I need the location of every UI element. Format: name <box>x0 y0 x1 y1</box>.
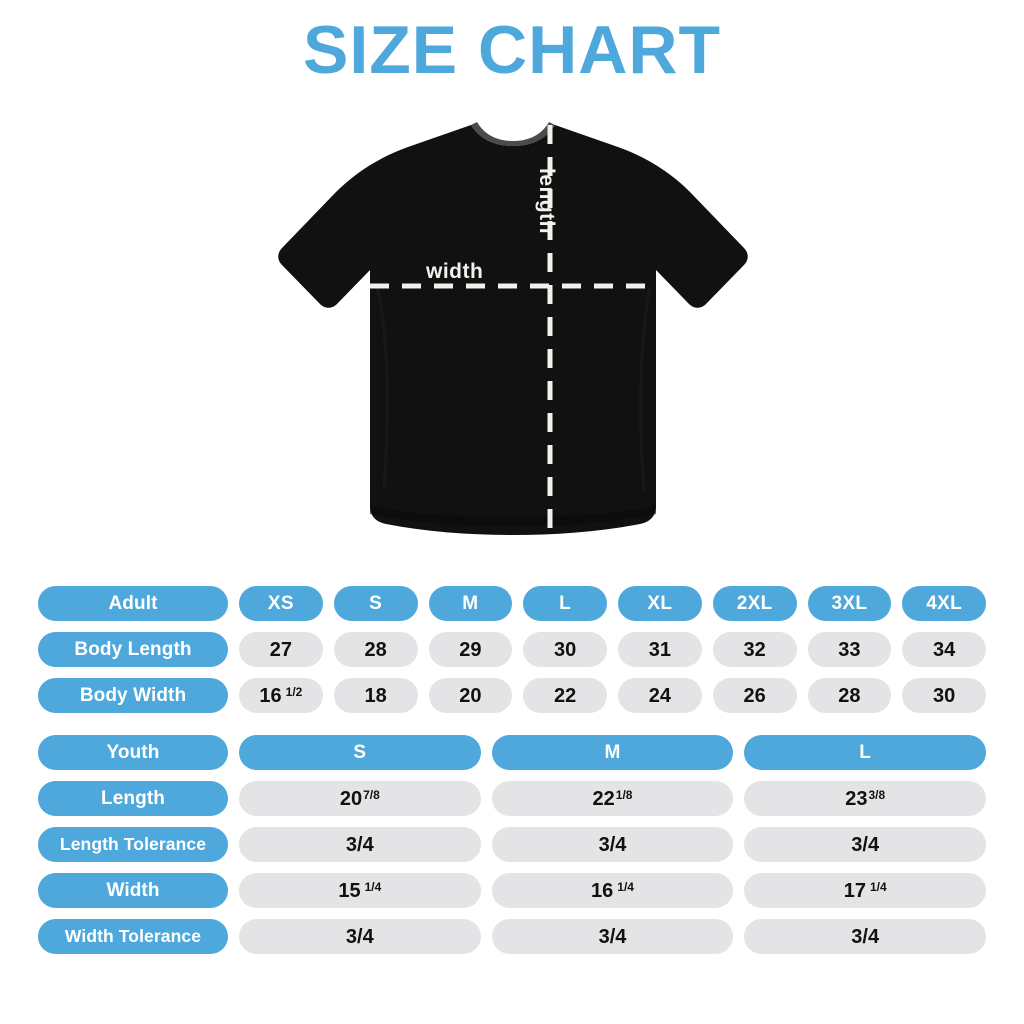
page-title: SIZE CHART <box>303 12 721 88</box>
adult-header-row: Adult XS S M L XL 2XL 3XL 4XL <box>38 586 986 621</box>
data-cell: 34 <box>902 632 986 667</box>
data-cell: 27 <box>239 632 323 667</box>
data-cell: 24 <box>618 678 702 713</box>
data-cell: 22 1/8 <box>491 781 734 816</box>
tshirt-silhouette <box>278 122 748 535</box>
width-measurement-label: width <box>426 260 484 283</box>
data-cell: 32 <box>712 632 797 667</box>
table-row: Body Length 27 28 29 30 31 32 33 34 <box>38 632 986 667</box>
adult-column-header: XL <box>618 586 702 621</box>
length-measurement-label: length <box>535 168 558 234</box>
row-label: Width <box>38 873 228 908</box>
row-label: Body Length <box>38 632 228 667</box>
row-label: Width Tolerance <box>38 919 228 954</box>
adult-column-header: S <box>333 586 418 621</box>
adult-column-header: M <box>428 586 513 621</box>
row-label: Length Tolerance <box>38 827 228 862</box>
adult-table-label: Adult <box>38 586 228 621</box>
data-cell: 3/4 <box>744 919 987 954</box>
data-cell: 23 3/8 <box>744 781 987 816</box>
data-cell: 22 <box>523 678 607 713</box>
youth-column-header: L <box>744 735 987 770</box>
data-cell: 28 <box>807 678 892 713</box>
adult-column-header: 4XL <box>902 586 986 621</box>
row-label: Length <box>38 781 228 816</box>
data-cell: 16 1/4 <box>491 873 734 908</box>
table-row: Length Tolerance 3/4 3/4 3/4 <box>38 827 987 862</box>
measurement-guides <box>370 125 656 528</box>
youth-header-row: Youth S M L <box>38 735 987 770</box>
table-row: Body Width 16 1/2 18 20 22 24 26 28 30 <box>38 678 986 713</box>
adult-column-header: L <box>523 586 607 621</box>
row-label: Body Width <box>38 678 228 713</box>
size-tables: Adult XS S M L XL 2XL 3XL 4XL Body Lengt… <box>38 586 987 954</box>
data-cell: 30 <box>523 632 607 667</box>
data-cell: 31 <box>618 632 702 667</box>
data-cell: 3/4 <box>491 827 734 862</box>
youth-column-header: S <box>239 735 481 770</box>
data-cell: 28 <box>333 632 418 667</box>
data-cell: 20 <box>428 678 513 713</box>
adult-column-header: 3XL <box>807 586 892 621</box>
data-cell: 3/4 <box>239 919 481 954</box>
adult-column-header: XS <box>239 586 323 621</box>
youth-table-label: Youth <box>38 735 228 770</box>
tshirt-illustration: width length <box>258 108 768 568</box>
data-cell: 33 <box>807 632 892 667</box>
data-cell: 15 1/4 <box>239 873 481 908</box>
data-cell: 26 <box>712 678 797 713</box>
data-cell: 29 <box>428 632 513 667</box>
table-row: Length 20 7/8 22 1/8 23 3/8 <box>38 781 987 816</box>
data-cell: 3/4 <box>491 919 734 954</box>
adult-column-header: 2XL <box>712 586 797 621</box>
table-row: Width 15 1/4 16 1/4 17 1/4 <box>38 873 987 908</box>
table-row: Width Tolerance 3/4 3/4 3/4 <box>38 919 987 954</box>
data-cell: 3/4 <box>239 827 481 862</box>
data-cell: 20 7/8 <box>239 781 481 816</box>
adult-size-table: Adult XS S M L XL 2XL 3XL 4XL Body Lengt… <box>38 586 986 713</box>
youth-column-header: M <box>491 735 734 770</box>
data-cell: 16 1/2 <box>239 678 323 713</box>
data-cell: 17 1/4 <box>744 873 987 908</box>
data-cell: 30 <box>902 678 986 713</box>
data-cell: 18 <box>333 678 418 713</box>
data-cell: 3/4 <box>744 827 987 862</box>
youth-size-table: Youth S M L Length 20 7/8 22 1/8 23 3/8 Len… <box>38 735 987 954</box>
